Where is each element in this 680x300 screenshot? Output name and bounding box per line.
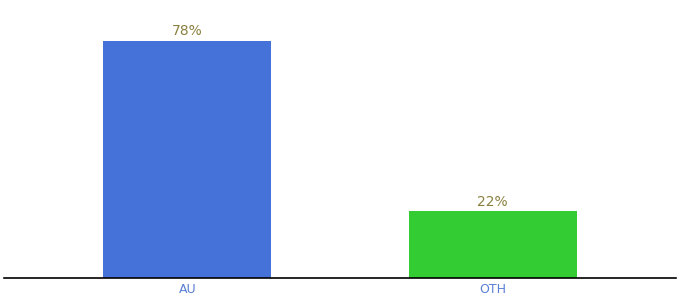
Bar [409, 211, 577, 278]
Text: 22%: 22% [477, 195, 508, 208]
Text: 78%: 78% [172, 24, 203, 38]
Bar [103, 41, 271, 278]
